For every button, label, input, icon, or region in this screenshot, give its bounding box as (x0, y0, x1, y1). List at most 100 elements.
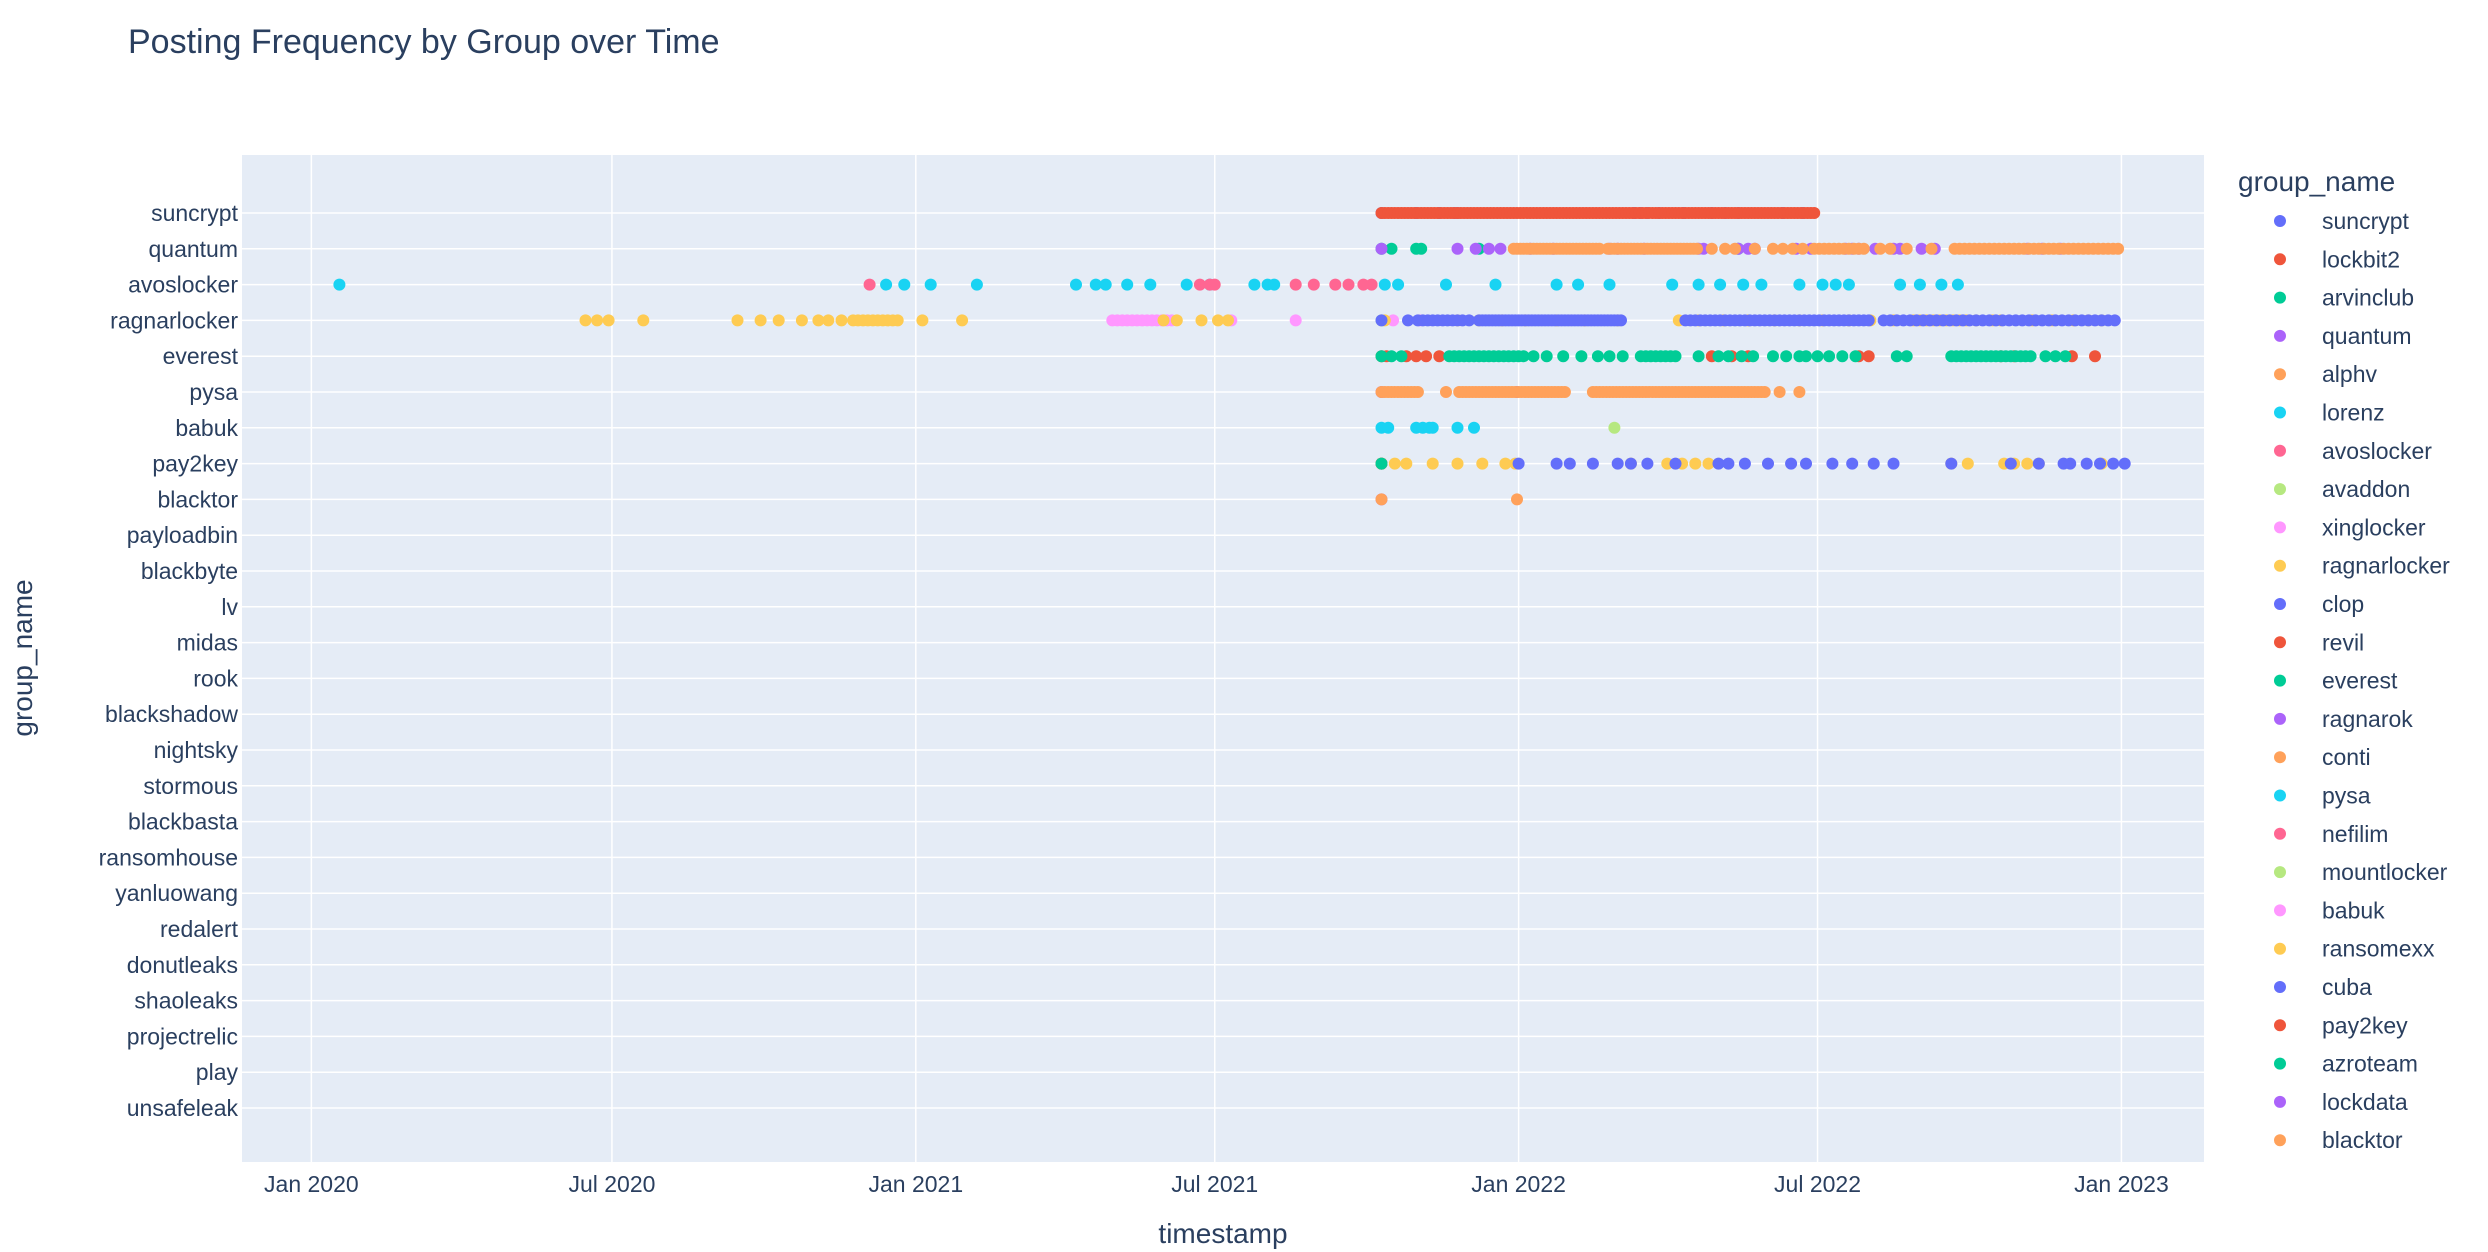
point-everest (1849, 350, 1862, 363)
y-tick-suncrypt: suncrypt (151, 200, 239, 226)
y-tick-pay2key: pay2key (152, 451, 238, 477)
point-revil (2089, 350, 2101, 363)
legend-label-mountlocker: mountlocker (2322, 859, 2448, 885)
point-alphv (1729, 242, 1741, 255)
legend-marker-ragnarok (2274, 712, 2286, 725)
point-quantum (1375, 242, 1388, 255)
legend-marker-everest (2274, 674, 2286, 687)
point-cuba (1550, 457, 1563, 470)
legend-marker-nefilim (2274, 827, 2286, 840)
point-pysa (1451, 421, 1464, 434)
point-revil (1420, 350, 1433, 363)
point-xinglocker (1387, 314, 1400, 327)
point-everest (1395, 350, 1408, 363)
legend-label-ragnarok: ragnarok (2322, 706, 2413, 732)
point-lorenz (1894, 278, 1907, 291)
point-lorenz (1829, 278, 1842, 291)
point-alphv (1691, 242, 1703, 255)
point-ransomexx (1961, 457, 1974, 470)
point-everest (1527, 350, 1540, 363)
point-cuba (1512, 457, 1525, 470)
point-cuba (1722, 457, 1735, 470)
point-arvinclub (1415, 242, 1428, 255)
point-cuba (1945, 457, 1958, 470)
legend-label-blacktor: blacktor (2322, 1127, 2403, 1153)
point-ragnarlocker (602, 314, 615, 327)
legend-marker-alphv (2274, 368, 2286, 381)
legend-marker-ransomexx (2274, 942, 2286, 955)
point-everest (1375, 350, 1388, 363)
point-avoslocker (1329, 278, 1342, 291)
point-pysa (1468, 421, 1480, 434)
legend-label-conti: conti (2322, 744, 2371, 770)
point-quantum (1494, 242, 1507, 255)
point-cuba (1846, 457, 1859, 470)
point-ransomexx (1476, 457, 1489, 470)
y-tick-unsafeleak: unsafeleak (127, 1095, 239, 1121)
point-lorenz (1144, 278, 1157, 291)
point-avoslocker (1342, 278, 1355, 291)
point-ransomexx (1702, 457, 1715, 470)
legend-marker-avaddon (2274, 483, 2286, 496)
legend-label-avoslocker: avoslocker (2322, 438, 2432, 464)
grid (242, 155, 2204, 1162)
y-tick-rook: rook (193, 665, 238, 691)
point-lorenz (1180, 278, 1193, 291)
y-tick-play: play (196, 1059, 239, 1085)
point-cuba (2032, 457, 2045, 470)
point-ragnarlocker (822, 314, 835, 327)
point-cuba (2080, 457, 2093, 470)
point-ransomexx (1388, 457, 1401, 470)
point-cuba (1738, 457, 1751, 470)
point-lorenz (333, 278, 346, 291)
point-ragnarlocker (591, 314, 604, 327)
point-avoslocker (1289, 278, 1302, 291)
point-alphv (1796, 242, 1809, 255)
point-ransomexx (1661, 457, 1674, 470)
point-lorenz (1935, 278, 1948, 291)
point-cuba (1826, 457, 1839, 470)
point-blacktor (1375, 493, 1388, 506)
legend-label-quantum: quantum (2322, 323, 2412, 349)
point-avoslocker (863, 278, 876, 291)
legend-label-pysa: pysa (2322, 783, 2371, 809)
point-cuba (2094, 457, 2106, 470)
point-avoslocker (1208, 278, 1221, 291)
point-lorenz (924, 278, 937, 291)
point-lorenz (970, 278, 983, 291)
y-tick-ransomhouse: ransomhouse (99, 844, 238, 870)
point-everest (1836, 350, 1849, 363)
point-everest (1712, 350, 1725, 363)
point-conti (1558, 386, 1571, 398)
point-lorenz (1842, 278, 1855, 291)
y-tick-blackbasta: blackbasta (128, 809, 238, 835)
legend-marker-cuba (2274, 981, 2286, 993)
point-everest (1517, 350, 1530, 363)
y-tick-shaoleaks: shaoleaks (134, 988, 238, 1014)
x-tick-jan-2023: Jan 2023 (2074, 1171, 2169, 1197)
point-lorenz (1550, 278, 1563, 291)
point-ragnarlocker (795, 314, 808, 327)
point-everest (1800, 350, 1812, 363)
point-ragnarlocker (835, 314, 848, 327)
y-tick-midas: midas (177, 630, 238, 656)
legend-marker-lockdata (2274, 1095, 2286, 1108)
point-avoslocker (1365, 278, 1378, 291)
point-lorenz (880, 278, 893, 291)
point-lorenz (1089, 278, 1102, 291)
point-lorenz (1378, 278, 1391, 291)
legend-marker-xinglocker (2274, 521, 2286, 534)
point-ransomexx (1400, 457, 1413, 470)
x-tick-jan-2021: Jan 2021 (868, 1171, 963, 1197)
point-conti (1411, 386, 1424, 398)
point-lorenz (1248, 278, 1261, 291)
point-ragnarlocker (1222, 314, 1234, 327)
y-tick-quantum: quantum (148, 236, 238, 262)
point-alphv (1786, 242, 1799, 255)
x-tick-labels: Jan 2020 Jul 2020 Jan 2021 Jul 2021 Jan 2022… (264, 1171, 2169, 1197)
point-lorenz (1737, 278, 1750, 291)
legend-label-azroteam: azroteam (2322, 1051, 2418, 1077)
point-everest (1890, 350, 1903, 363)
point-ragnarlocker (754, 314, 767, 327)
